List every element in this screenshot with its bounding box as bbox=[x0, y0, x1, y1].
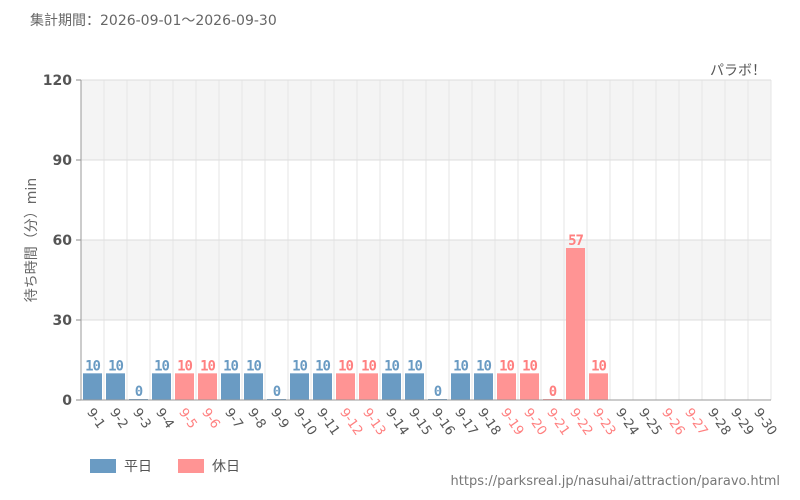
legend-item-weekday: 平日 bbox=[90, 456, 152, 476]
bar-9-20 bbox=[520, 373, 539, 400]
bar-value-label: 10 bbox=[200, 358, 215, 374]
y-tick-label: 90 bbox=[53, 153, 73, 169]
bar-9-11 bbox=[313, 373, 332, 400]
bar-value-label: 10 bbox=[361, 358, 376, 374]
bar-9-14 bbox=[382, 373, 401, 400]
bar-9-1 bbox=[83, 373, 102, 400]
bar-9-17 bbox=[451, 373, 470, 400]
bar-value-label: 10 bbox=[315, 358, 330, 374]
bar-value-label: 10 bbox=[246, 358, 261, 374]
bar-9-22 bbox=[566, 248, 585, 400]
bar-9-10 bbox=[290, 373, 309, 400]
bar-9-19 bbox=[497, 373, 516, 400]
chart-bars: 10 10 0 10 10 10 10 10 0 10 10 10 10 10 10 0 10 10 10 10 0 57… bbox=[83, 233, 608, 400]
bar-value-label: 0 bbox=[434, 384, 442, 400]
chart-legend: 平日 休日 bbox=[90, 456, 240, 476]
bar-9-2 bbox=[106, 373, 125, 400]
legend-swatch-holiday bbox=[178, 459, 204, 473]
y-tick-label: 120 bbox=[43, 73, 72, 89]
x-tick-label: 9-18 bbox=[474, 406, 503, 439]
bar-value-label: 10 bbox=[154, 358, 169, 374]
period-label: 集計期間：2026-09-01～2026-09-30 bbox=[30, 13, 277, 29]
x-tick-label: 9-27 bbox=[681, 406, 710, 439]
bar-9-4 bbox=[152, 373, 171, 400]
bar-9-6 bbox=[198, 373, 217, 400]
bar-value-label: 57 bbox=[568, 233, 583, 249]
x-tick-label: 9-11 bbox=[313, 406, 342, 439]
bar-9-15 bbox=[405, 373, 424, 400]
legend-label-holiday: 休日 bbox=[212, 459, 240, 475]
x-tick-label: 9-5 bbox=[175, 406, 199, 432]
legend-label-weekday: 平日 bbox=[124, 459, 152, 475]
legend-item-holiday: 休日 bbox=[178, 456, 240, 476]
y-tick-label: 0 bbox=[62, 393, 72, 409]
x-tick-label: 9-19 bbox=[497, 406, 526, 439]
x-tick-label: 9-25 bbox=[635, 406, 664, 439]
y-tick-label: 30 bbox=[53, 313, 73, 329]
x-tick-label: 9-7 bbox=[221, 406, 245, 432]
bar-9-23 bbox=[589, 373, 608, 400]
x-tick-label: 9-22 bbox=[566, 406, 595, 439]
x-tick-label: 9-20 bbox=[520, 406, 549, 439]
x-tick-label: 9-29 bbox=[727, 406, 756, 439]
bar-value-label: 10 bbox=[108, 358, 123, 374]
bar-value-label: 0 bbox=[135, 384, 143, 400]
x-tick-label: 9-30 bbox=[750, 406, 779, 439]
x-tick-label: 9-12 bbox=[336, 406, 365, 439]
x-tick-label: 9-16 bbox=[428, 406, 457, 439]
bar-9-18 bbox=[474, 373, 493, 400]
y-tick-label: 60 bbox=[53, 233, 73, 249]
bar-value-label: 10 bbox=[499, 358, 514, 374]
bar-value-label: 10 bbox=[338, 358, 353, 374]
x-tick-label: 9-21 bbox=[543, 406, 572, 439]
x-tick-label: 9-14 bbox=[382, 406, 411, 439]
x-tick-label: 9-23 bbox=[589, 406, 618, 439]
bar-value-label: 10 bbox=[407, 358, 422, 374]
x-tick-label: 9-3 bbox=[129, 406, 153, 432]
bar-value-label: 10 bbox=[85, 358, 100, 374]
bar-value-label: 10 bbox=[453, 358, 468, 374]
wait-time-chart: 10 10 0 10 10 10 10 10 0 10 10 10 10 10 10 0 10 10 10 10 0 57… bbox=[24, 63, 779, 439]
bar-value-label: 0 bbox=[273, 384, 281, 400]
bar-value-label: 10 bbox=[177, 358, 192, 374]
bar-value-label: 10 bbox=[476, 358, 491, 374]
bar-value-label: 10 bbox=[292, 358, 307, 374]
bar-9-13 bbox=[359, 373, 378, 400]
x-tick-label: 9-4 bbox=[152, 406, 176, 432]
x-tick-label: 9-15 bbox=[405, 406, 434, 439]
x-tick-label: 9-26 bbox=[658, 406, 687, 439]
bar-value-label: 10 bbox=[522, 358, 537, 374]
bar-value-label: 0 bbox=[549, 384, 557, 400]
x-tick-label: 9-6 bbox=[198, 406, 222, 432]
bar-9-12 bbox=[336, 373, 355, 400]
bar-9-5 bbox=[175, 373, 194, 400]
bar-value-label: 10 bbox=[384, 358, 399, 374]
x-tick-label: 9-9 bbox=[267, 406, 291, 432]
x-tick-label: 9-1 bbox=[83, 406, 107, 432]
x-tick-label: 9-28 bbox=[704, 406, 733, 439]
x-tick-label: 9-8 bbox=[244, 406, 268, 432]
x-tick-label: 9-24 bbox=[612, 406, 641, 439]
x-tick-label: 9-10 bbox=[290, 406, 319, 439]
chart-annotation: パラボ！ bbox=[710, 63, 766, 79]
bar-9-7 bbox=[221, 373, 240, 400]
x-tick-label: 9-13 bbox=[359, 406, 388, 439]
y-axis-label: 待ち時間（分）min bbox=[24, 178, 40, 302]
bar-value-label: 10 bbox=[591, 358, 606, 374]
x-tick-label: 9-17 bbox=[451, 406, 480, 439]
legend-swatch-weekday bbox=[90, 459, 116, 473]
x-tick-label: 9-2 bbox=[106, 406, 130, 432]
bar-value-label: 10 bbox=[223, 358, 238, 374]
source-url: https://parksreal.jp/nasuhai/attraction/… bbox=[450, 474, 780, 489]
bar-9-8 bbox=[244, 373, 263, 400]
